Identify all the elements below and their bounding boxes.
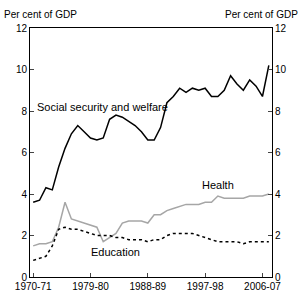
svg-text:10: 10	[275, 64, 287, 75]
svg-text:1979-80: 1979-80	[72, 281, 109, 292]
svg-text:1997-98: 1997-98	[187, 281, 224, 292]
svg-text:8: 8	[21, 106, 27, 117]
svg-text:10: 10	[16, 64, 28, 75]
svg-text:12: 12	[16, 23, 28, 34]
svg-text:Education: Education	[91, 246, 140, 258]
svg-text:2: 2	[21, 230, 27, 241]
svg-text:2006-07: 2006-07	[244, 281, 281, 292]
svg-text:6: 6	[275, 147, 281, 158]
svg-text:1988-89: 1988-89	[129, 281, 166, 292]
svg-text:6: 6	[21, 147, 27, 158]
svg-text:4: 4	[275, 189, 281, 200]
svg-text:0: 0	[275, 272, 281, 283]
svg-text:8: 8	[275, 106, 281, 117]
svg-text:4: 4	[21, 189, 27, 200]
svg-text:12: 12	[275, 23, 287, 34]
svg-text:Per cent of GDP: Per cent of GDP	[4, 9, 77, 20]
svg-text:Per cent of GDP: Per cent of GDP	[225, 9, 298, 20]
svg-text:0: 0	[21, 272, 27, 283]
svg-text:Health: Health	[202, 179, 234, 191]
svg-text:2: 2	[275, 230, 281, 241]
svg-text:1970-71: 1970-71	[15, 281, 52, 292]
svg-text:Social security and welfare: Social security and welfare	[37, 101, 168, 113]
